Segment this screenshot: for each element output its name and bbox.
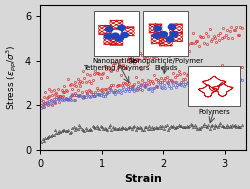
- Circle shape: [153, 26, 161, 31]
- FancyBboxPatch shape: [93, 11, 138, 56]
- FancyBboxPatch shape: [142, 11, 188, 56]
- Circle shape: [117, 25, 125, 30]
- Circle shape: [104, 34, 112, 39]
- Text: Nanoparticle-
Tethering Polymers: Nanoparticle- Tethering Polymers: [83, 58, 149, 71]
- Text: Polymers: Polymers: [198, 109, 229, 115]
- Circle shape: [115, 36, 123, 41]
- Y-axis label: Stress ($\varepsilon_{pp}/\sigma^3$): Stress ($\varepsilon_{pp}/\sigma^3$): [5, 44, 19, 110]
- X-axis label: Strain: Strain: [124, 174, 162, 184]
- Circle shape: [111, 33, 118, 38]
- Circle shape: [152, 33, 160, 38]
- Circle shape: [120, 32, 128, 38]
- Circle shape: [170, 32, 177, 37]
- Circle shape: [105, 27, 112, 32]
- FancyBboxPatch shape: [188, 66, 239, 106]
- Circle shape: [166, 37, 173, 42]
- Circle shape: [160, 32, 167, 37]
- Circle shape: [168, 24, 175, 30]
- Text: Nanoparticle/Polymer
Blends: Nanoparticle/Polymer Blends: [128, 58, 202, 71]
